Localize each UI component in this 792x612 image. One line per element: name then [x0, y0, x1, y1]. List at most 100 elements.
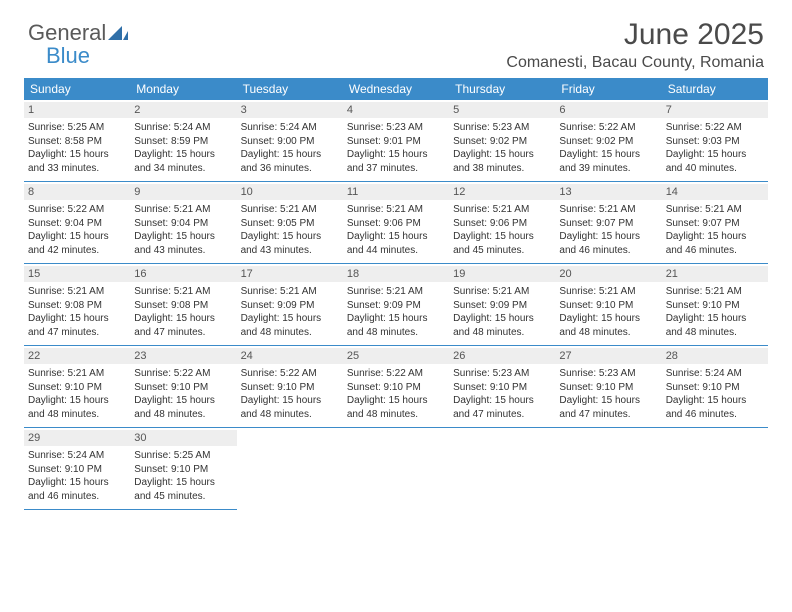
day-number: 16 — [130, 266, 236, 282]
sunset-text: Sunset: 8:58 PM — [28, 135, 126, 149]
sunset-text: Sunset: 9:10 PM — [453, 381, 551, 395]
daylight-text: Daylight: 15 hours and 36 minutes. — [241, 148, 339, 175]
day-info: Sunrise: 5:21 AMSunset: 9:04 PMDaylight:… — [134, 203, 232, 257]
sunset-text: Sunset: 9:10 PM — [28, 381, 126, 395]
day-cell: 18Sunrise: 5:21 AMSunset: 9:09 PMDayligh… — [343, 264, 449, 346]
sunrise-text: Sunrise: 5:22 AM — [241, 367, 339, 381]
page-header: General Blue June 2025 Comanesti, Bacau … — [24, 18, 768, 72]
sunrise-text: Sunrise: 5:21 AM — [347, 203, 445, 217]
day-cell — [343, 428, 449, 510]
day-cell: 4Sunrise: 5:23 AMSunset: 9:01 PMDaylight… — [343, 100, 449, 182]
day-cell: 19 Sunrise: 5:21 AMSunset: 9:09 PMDayligh… — [449, 264, 555, 346]
day-info: Sunrise: 5:22 AMSunset: 9:03 PMDaylight:… — [666, 121, 764, 175]
daylight-text: Daylight: 15 hours and 48 minutes. — [241, 312, 339, 339]
day-info: Sunrise: 5:21 AMSunset: 9:08 PMDaylight:… — [28, 285, 126, 339]
daylight-text: Daylight: 15 hours and 48 minutes. — [559, 312, 657, 339]
day-info: Sunrise: 5:22 AMSunset: 9:02 PMDaylight:… — [559, 121, 657, 175]
sunrise-text: Sunrise: 5:21 AM — [453, 285, 551, 299]
sunrise-text: Sunrise: 5:21 AM — [134, 285, 232, 299]
daylight-text: Daylight: 15 hours and 46 minutes. — [559, 230, 657, 257]
day-number: 14 — [662, 184, 768, 200]
day-cell: 28Sunrise: 5:24 AMSunset: 9:10 PMDayligh… — [662, 346, 768, 428]
sunset-text: Sunset: 9:08 PM — [28, 299, 126, 313]
day-info: Sunrise: 5:25 AMSunset: 9:10 PMDaylight:… — [134, 449, 232, 503]
sunset-text: Sunset: 9:02 PM — [453, 135, 551, 149]
sunset-text: Sunset: 9:10 PM — [559, 299, 657, 313]
day-header: Wednesday — [343, 78, 449, 100]
day-header-row: Sunday Monday Tuesday Wednesday Thursday… — [24, 78, 768, 100]
sunrise-text: Sunrise: 5:24 AM — [134, 121, 232, 135]
sunset-text: Sunset: 8:59 PM — [134, 135, 232, 149]
day-number: 30 — [130, 430, 236, 446]
sunset-text: Sunset: 9:02 PM — [559, 135, 657, 149]
sunset-text: Sunset: 9:10 PM — [241, 381, 339, 395]
day-number: 19 — [449, 266, 555, 282]
sunrise-text: Sunrise: 5:21 AM — [559, 285, 657, 299]
sunrise-text: Sunrise: 5:25 AM — [134, 449, 232, 463]
day-info: Sunrise: 5:21 AMSunset: 9:08 PMDaylight:… — [134, 285, 232, 339]
day-number: 23 — [130, 348, 236, 364]
daylight-text: Daylight: 15 hours and 46 minutes. — [666, 230, 764, 257]
sunset-text: Sunset: 9:09 PM — [347, 299, 445, 313]
day-info: Sunrise: 5:21 AMSunset: 9:07 PMDaylight:… — [666, 203, 764, 257]
sunset-text: Sunset: 9:04 PM — [134, 217, 232, 231]
day-cell: 8Sunrise: 5:22 AMSunset: 9:04 PMDaylight… — [24, 182, 130, 264]
day-info: Sunrise: 5:21 AMSunset: 9:09 PMDaylight:… — [453, 285, 551, 339]
sunrise-text: Sunrise: 5:22 AM — [28, 203, 126, 217]
sunset-text: Sunset: 9:10 PM — [559, 381, 657, 395]
daylight-text: Daylight: 15 hours and 43 minutes. — [134, 230, 232, 257]
sunrise-text: Sunrise: 5:21 AM — [453, 203, 551, 217]
day-cell: 22Sunrise: 5:21 AMSunset: 9:10 PMDayligh… — [24, 346, 130, 428]
sunrise-text: Sunrise: 5:22 AM — [347, 367, 445, 381]
daylight-text: Daylight: 15 hours and 40 minutes. — [666, 148, 764, 175]
sunset-text: Sunset: 9:10 PM — [134, 463, 232, 477]
day-number: 21 — [662, 266, 768, 282]
day-cell: 16 Sunrise: 5:21 AMSunset: 9:08 PMDayligh… — [130, 264, 236, 346]
day-cell: 17Sunrise: 5:21 AMSunset: 9:09 PMDayligh… — [237, 264, 343, 346]
logo-text-block: General Blue — [28, 22, 128, 68]
sunrise-text: Sunrise: 5:21 AM — [666, 203, 764, 217]
daylight-text: Daylight: 15 hours and 43 minutes. — [241, 230, 339, 257]
daylight-text: Daylight: 15 hours and 34 minutes. — [134, 148, 232, 175]
day-info: Sunrise: 5:25 AMSunset: 8:58 PMDaylight:… — [28, 121, 126, 175]
sunrise-text: Sunrise: 5:22 AM — [559, 121, 657, 135]
week-row: 15Sunrise: 5:21 AMSunset: 9:08 PMDayligh… — [24, 264, 768, 346]
day-header: Sunday — [24, 78, 130, 100]
sunset-text: Sunset: 9:10 PM — [28, 463, 126, 477]
sunrise-text: Sunrise: 5:25 AM — [28, 121, 126, 135]
day-info: Sunrise: 5:23 AMSunset: 9:01 PMDaylight:… — [347, 121, 445, 175]
day-number: 2 — [130, 102, 236, 118]
sunrise-text: Sunrise: 5:21 AM — [241, 203, 339, 217]
day-cell — [449, 428, 555, 510]
title-block: June 2025 Comanesti, Bacau County, Roman… — [506, 18, 764, 72]
day-cell: 5Sunrise: 5:23 AMSunset: 9:02 PMDaylight… — [449, 100, 555, 182]
day-info: Sunrise: 5:22 AMSunset: 9:10 PMDaylight:… — [134, 367, 232, 421]
sunrise-text: Sunrise: 5:23 AM — [559, 367, 657, 381]
day-info: Sunrise: 5:21 AMSunset: 9:07 PMDaylight:… — [559, 203, 657, 257]
day-cell: 1Sunrise: 5:25 AMSunset: 8:58 PMDaylight… — [24, 100, 130, 182]
day-info: Sunrise: 5:21 AMSunset: 9:09 PMDaylight:… — [241, 285, 339, 339]
day-cell: 9Sunrise: 5:21 AMSunset: 9:04 PMDaylight… — [130, 182, 236, 264]
day-cell: 23 Sunrise: 5:22 AMSunset: 9:10 PMDayligh… — [130, 346, 236, 428]
day-cell — [662, 428, 768, 510]
day-cell: 11Sunrise: 5:21 AMSunset: 9:06 PMDayligh… — [343, 182, 449, 264]
sunset-text: Sunset: 9:07 PM — [559, 217, 657, 231]
day-info: Sunrise: 5:21 AMSunset: 9:10 PMDaylight:… — [559, 285, 657, 339]
sunset-text: Sunset: 9:10 PM — [347, 381, 445, 395]
daylight-text: Daylight: 15 hours and 48 minutes. — [666, 312, 764, 339]
sunset-text: Sunset: 9:00 PM — [241, 135, 339, 149]
week-row: 1Sunrise: 5:25 AMSunset: 8:58 PMDaylight… — [24, 100, 768, 182]
sunset-text: Sunset: 9:06 PM — [453, 217, 551, 231]
day-number: 20 — [555, 266, 661, 282]
day-cell: 3Sunrise: 5:24 AMSunset: 9:00 PMDaylight… — [237, 100, 343, 182]
calendar-body: 1Sunrise: 5:25 AMSunset: 8:58 PMDaylight… — [24, 100, 768, 510]
day-cell: 25Sunrise: 5:22 AMSunset: 9:10 PMDayligh… — [343, 346, 449, 428]
logo-sail-icon — [108, 24, 128, 45]
week-row: 22Sunrise: 5:21 AMSunset: 9:10 PMDayligh… — [24, 346, 768, 428]
day-number: 10 — [237, 184, 343, 200]
sunset-text: Sunset: 9:01 PM — [347, 135, 445, 149]
day-number: 7 — [662, 102, 768, 118]
day-info: Sunrise: 5:21 AMSunset: 9:09 PMDaylight:… — [347, 285, 445, 339]
day-info: Sunrise: 5:22 AMSunset: 9:10 PMDaylight:… — [347, 367, 445, 421]
sunrise-text: Sunrise: 5:22 AM — [134, 367, 232, 381]
